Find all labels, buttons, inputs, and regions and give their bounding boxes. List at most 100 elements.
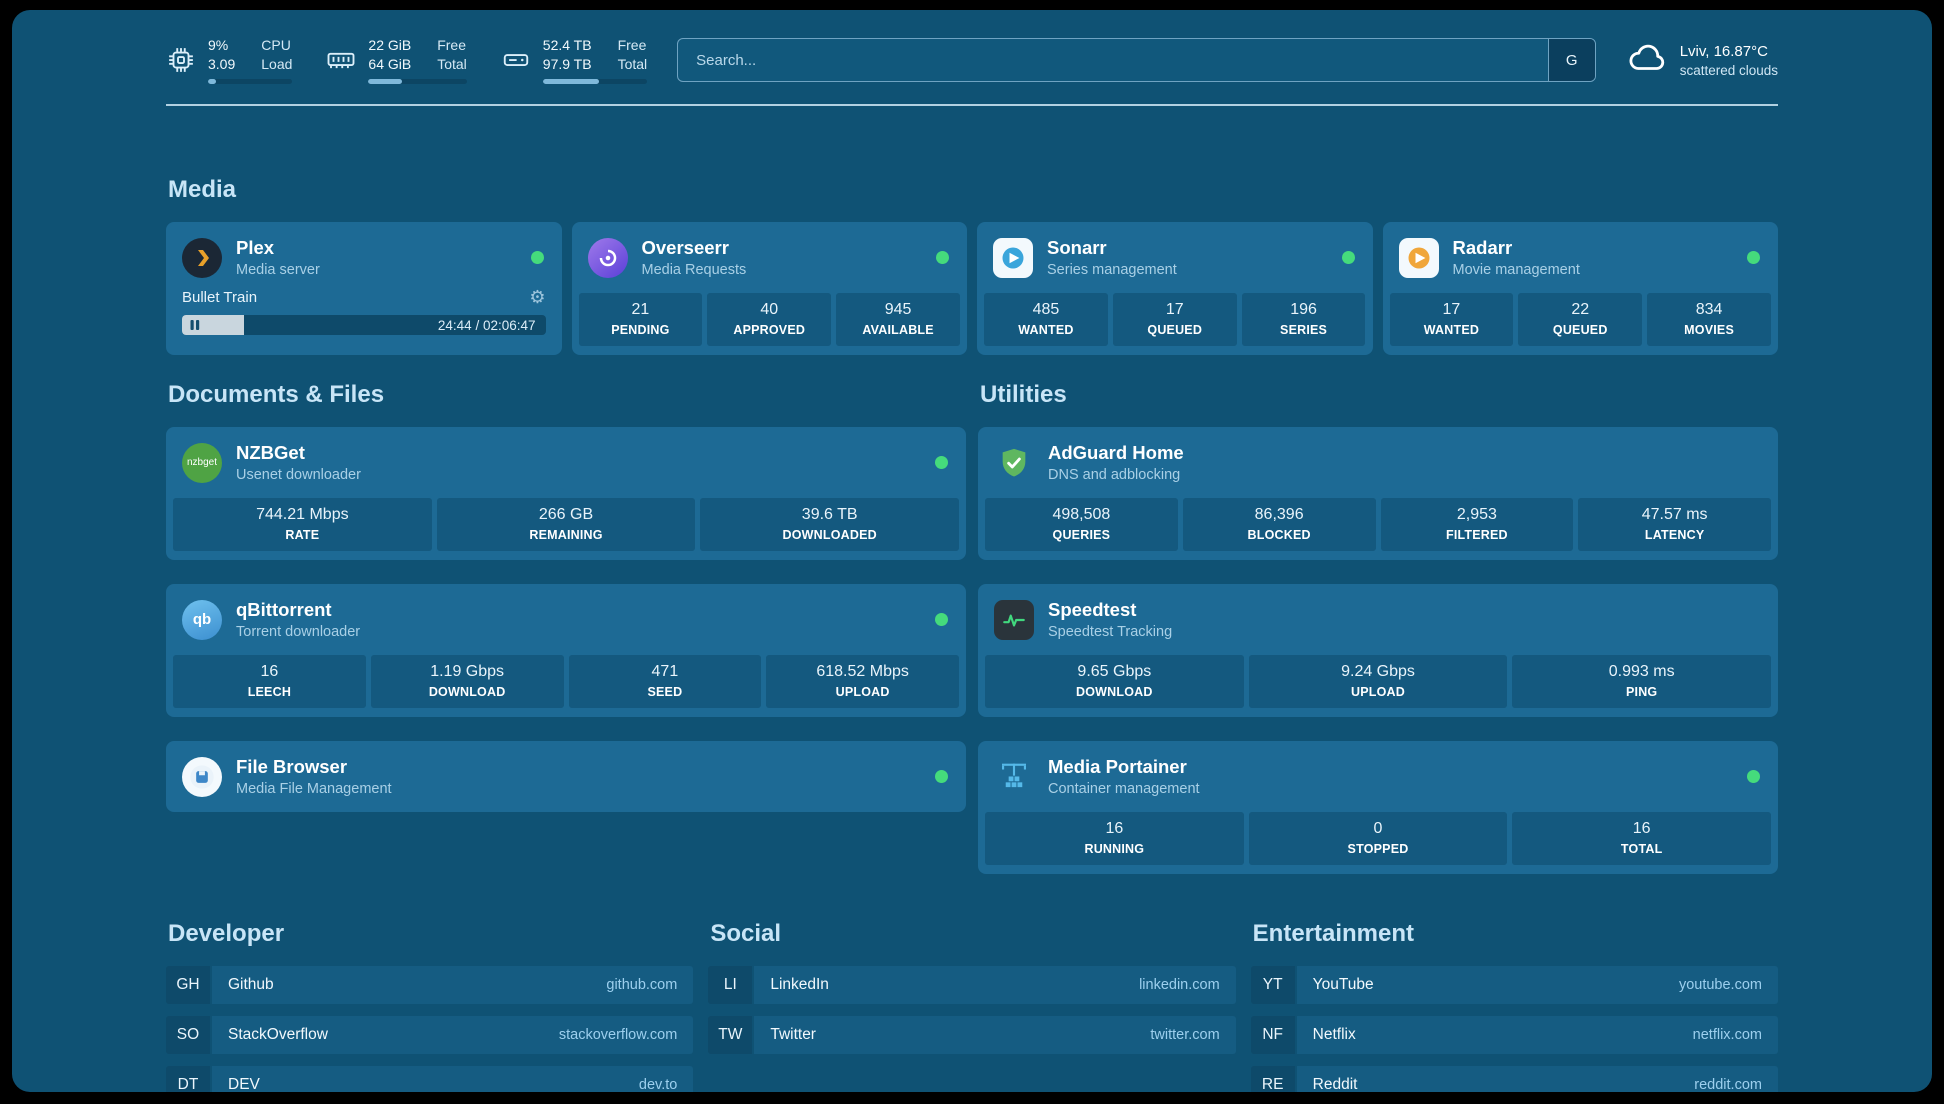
section-title-social: Social [710,920,782,947]
app-card-speedtest[interactable]: Speedtest Speedtest Tracking 9.65 Gbps D… [978,584,1778,717]
weather-condition: scattered clouds [1679,62,1778,78]
status-dot [935,613,948,626]
app-card-sonarr[interactable]: Sonarr Series management 485 WANTED 17 Q… [977,222,1373,355]
app-subtitle: Media File Management [236,781,392,797]
app-card-radarr[interactable]: Radarr Movie management 17 WANTED 22 QUE… [1382,222,1778,355]
cpu-label: CPU [261,37,291,53]
app-card-filebrowser[interactable]: File Browser Media File Management [166,741,966,812]
bookmark-name: YouTube [1312,976,1374,993]
app-subtitle: Torrent downloader [236,624,361,640]
stat-label: UPLOAD [1351,685,1405,699]
topbar-divider [166,104,1778,106]
stat-box: 22 QUEUED [1518,293,1643,346]
stat-box: 471 SEED [568,655,762,708]
disk-total-label: Total [617,56,648,72]
stat-value: 40 [760,301,779,318]
stat-box: 9.65 Gbps DOWNLOAD [985,655,1244,708]
stat-box: 86,396 BLOCKED [1182,498,1376,551]
status-dot [1341,251,1355,264]
bookmarks-section: Developer GH Github github.com SO StackO… [166,920,1778,1092]
bookmark-netflix[interactable]: NF Netflix netflix.com [1250,1016,1778,1054]
bookmark-reddit[interactable]: RE Reddit reddit.com [1250,1066,1778,1092]
stat-label: SERIES [1280,323,1328,337]
app-name: File Browser [236,756,348,777]
app-card-nzbget[interactable]: nzbget NZBGet Usenet downloader 744.21 M… [166,427,966,560]
stat-box: 834 MOVIES [1647,293,1771,346]
stat-box: 17 WANTED [1389,293,1514,346]
app-card-plex[interactable]: Plex Media server Bullet Train ⚙ [166,222,562,355]
filebrowser-icon [182,756,222,797]
search-engine-button[interactable]: G [1547,39,1595,81]
portainer-icon [994,757,1034,797]
stat-box: 0.993 ms PING [1512,655,1772,708]
stat-value: 1.19 Gbps [430,663,505,680]
app-subtitle: Usenet downloader [236,467,361,483]
bookmark-name: Twitter [770,1026,816,1043]
app-name: NZBGet [236,442,305,463]
stat-value: 945 [884,301,912,318]
cpu-icon [166,45,196,75]
stat-label: DOWNLOAD [1076,685,1153,699]
stat-label: PENDING [611,323,670,337]
stat-value: 16 [1105,820,1124,837]
status-dot [1747,770,1760,783]
memory-total-value: 64 GiB [368,56,412,72]
cloud-icon [1626,37,1668,84]
section-title-entertainment: Entertainment [1252,920,1415,947]
bookmark-stackoverflow[interactable]: SO StackOverflow stackoverflow.com [166,1016,694,1054]
app-card-portainer[interactable]: Media Portainer Container management 16 … [978,741,1778,874]
status-dot [1747,251,1760,264]
playback-progressbar[interactable]: 24:44 / 02:06:47 [182,315,546,335]
overseerr-icon [587,237,628,278]
app-card-overseerr[interactable]: Overseerr Media Requests 21 PENDING 40 A… [571,222,967,355]
bookmark-twitter[interactable]: TW Twitter twitter.com [708,1016,1236,1054]
app-name: Plex [236,237,275,258]
bookmark-github[interactable]: GH Github github.com [166,966,694,1004]
stat-value: 2,953 [1456,506,1497,523]
media-section: Media Plex Media server Bullet Train [166,176,1778,355]
stat-box: 266 GB REMAINING [436,498,696,551]
bookmark-url: dev.to [638,1077,678,1092]
bookmark-abbr: GH [166,966,210,1004]
bookmark-url: stackoverflow.com [558,1027,678,1043]
stat-value: 47.57 ms [1641,506,1708,523]
app-name: Speedtest [1048,599,1137,620]
bookmark-linkedin[interactable]: LI LinkedIn linkedin.com [708,966,1236,1004]
stat-box: 498,508 QUERIES [985,498,1178,551]
stat-value: 196 [1290,301,1317,318]
app-card-adguard[interactable]: AdGuard Home DNS and adblocking 498,508 … [978,427,1778,560]
memory-total-label: Total [437,56,467,72]
app-subtitle: Media server [236,262,320,278]
stat-label: MOVIES [1684,323,1734,337]
stat-label: FILTERED [1445,528,1508,542]
stat-label: RATE [285,528,320,542]
bookmark-abbr: NF [1250,1016,1295,1054]
search-input[interactable] [677,38,1596,82]
stat-value: 9.24 Gbps [1341,663,1415,680]
stat-label: RUNNING [1084,842,1145,856]
pause-icon[interactable] [190,315,200,335]
stat-value: 17 [1165,301,1184,318]
stat-box: 16 LEECH [173,655,366,708]
status-dot [935,456,948,469]
disk-progressbar [542,79,648,84]
bookmark-youtube[interactable]: YT YouTube youtube.com [1250,966,1778,1004]
stat-box: 744.21 Mbps RATE [173,498,432,551]
status-dot [530,251,544,264]
stat-value: 16 [260,663,279,680]
bookmark-column-social: Social LI LinkedIn linkedin.com TW Twitt… [708,920,1236,1092]
app-card-qbittorrent[interactable]: qb qBittorrent Torrent downloader 16 LEE… [166,584,966,717]
bookmark-abbr: TW [708,1016,753,1054]
bookmark-dev[interactable]: DT DEV dev.to [166,1066,694,1092]
search-bar: G [677,38,1596,82]
bookmark-url: youtube.com [1678,977,1762,993]
stat-value: 0 [1373,820,1383,837]
radarr-icon [1398,237,1439,278]
documents-column: Documents & Files nzbget NZBGet Usenet d… [166,381,966,874]
cpu-stat: 9% 3.09 CPU Load [166,36,293,84]
disk-icon [501,45,531,75]
stat-label: AVAILABLE [862,323,934,337]
stat-label: REMAINING [529,528,603,542]
stat-value: 744.21 Mbps [256,506,349,523]
settings-gear-icon[interactable]: ⚙ [529,287,546,307]
